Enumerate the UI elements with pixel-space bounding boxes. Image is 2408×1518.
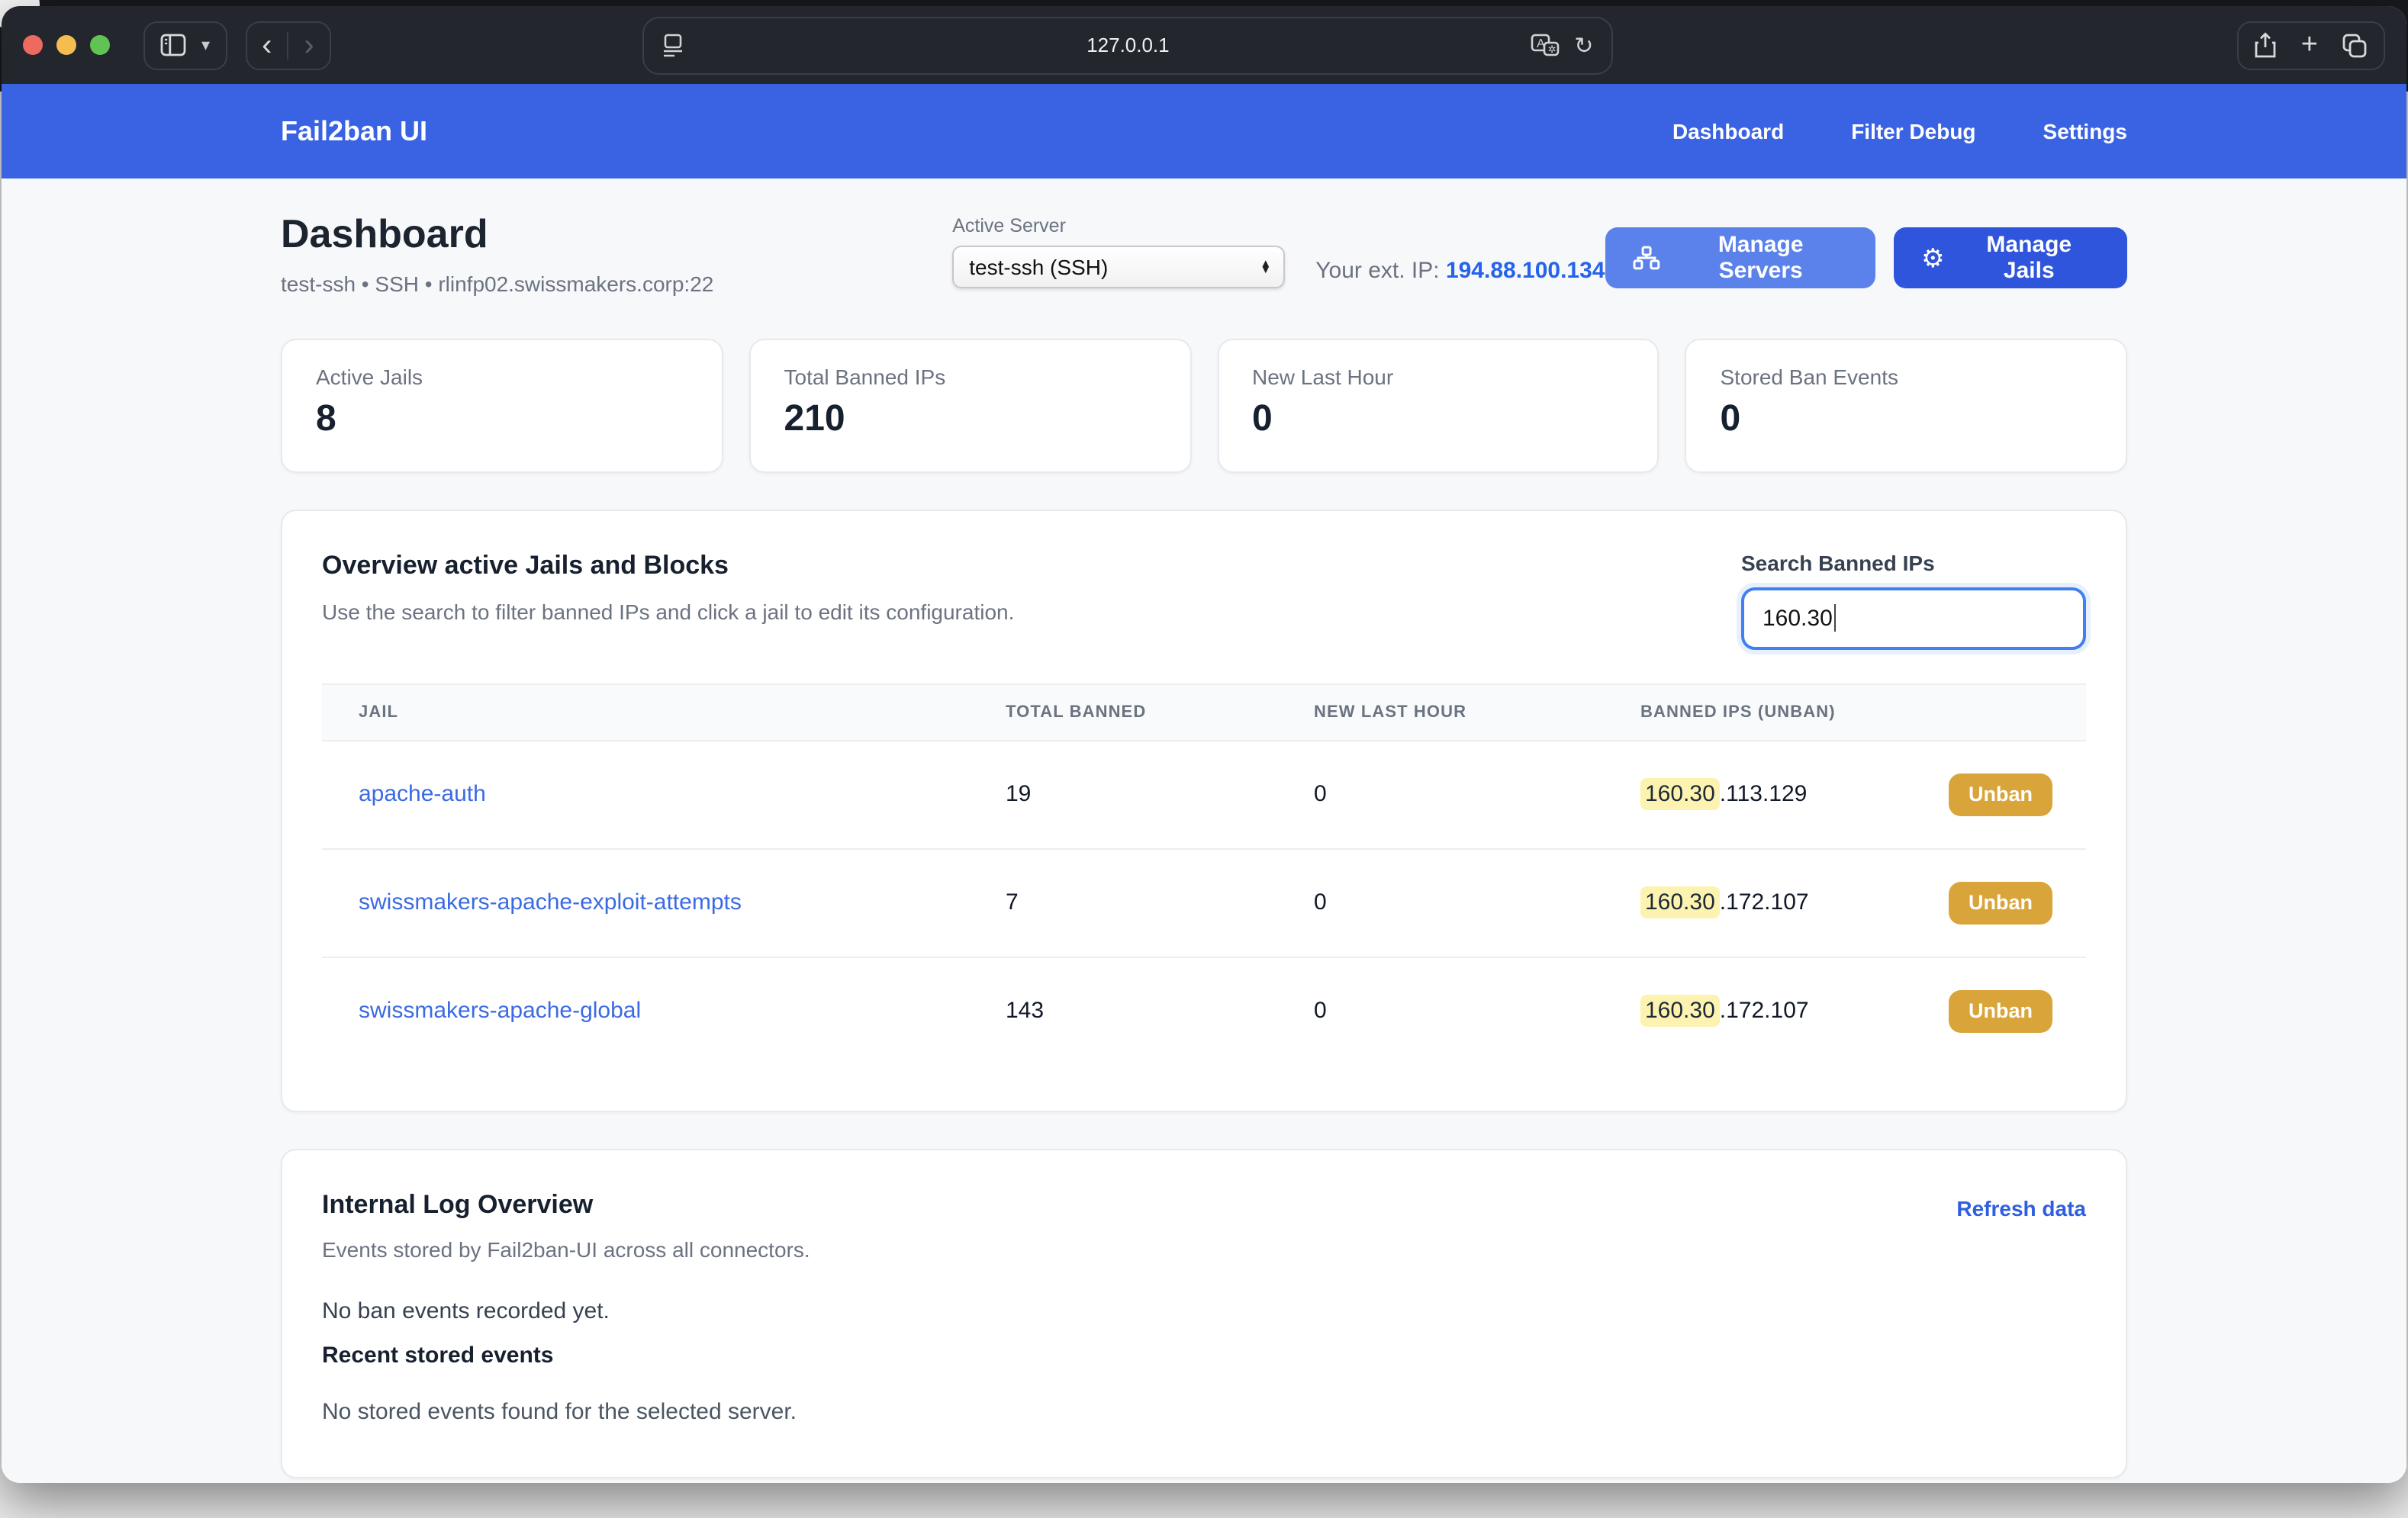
history-nav: ‹ › [245, 21, 331, 69]
stat-value: 210 [784, 397, 845, 439]
ip-rest: .172.107 [1719, 998, 1809, 1024]
column-header-banned-ips: BANNED IPS (UNBAN) [1640, 683, 1949, 741]
share-icon[interactable] [2254, 31, 2277, 59]
external-ip-label: Your ext. IP: [1315, 258, 1440, 284]
jails-table: JAIL TOTAL BANNED NEW LAST HOUR BANNED I… [322, 683, 2086, 1065]
unban-button[interactable]: Unban [1949, 773, 2052, 816]
manage-servers-button[interactable]: Manage Servers [1605, 227, 1876, 288]
tab-overview-icon[interactable] [2342, 33, 2368, 57]
jail-link[interactable]: apache-auth [359, 781, 486, 808]
column-header-total-banned: TOTAL BANNED [1006, 683, 1314, 741]
page-title: Dashboard [281, 211, 488, 256]
minimize-window-button[interactable] [56, 35, 76, 55]
browser-toolbar: ▾ ‹ › 127.0.0.1 [2, 6, 2406, 84]
svg-text:✲: ✲ [1547, 43, 1556, 54]
total-banned-value: 143 [1006, 998, 1045, 1024]
total-banned-value: 19 [1006, 740, 1314, 850]
jail-link[interactable]: swissmakers-apache-global [359, 998, 642, 1024]
no-stored-events-text: No stored events found for the selected … [322, 1398, 797, 1425]
log-title: Internal Log Overview [322, 1189, 594, 1219]
sidebar-toggle[interactable]: ▾ [143, 21, 227, 69]
stat-label: New Last Hour [1252, 364, 1394, 389]
table-row: apache-auth 19 0 160.30.113.129 Unban [322, 740, 2086, 850]
overview-subtitle: Use the search to filter banned IPs and … [322, 599, 1015, 624]
new-last-hour-value: 0 [1314, 998, 1327, 1024]
manage-jails-button[interactable]: ⚙ Manage Jails [1894, 227, 2127, 288]
stat-value: 0 [1252, 397, 1273, 439]
column-header-jail: JAIL [322, 683, 1006, 741]
search-banned-ips-input[interactable]: 160.30 [1741, 587, 2086, 650]
table-row: swissmakers-apache-global 143 0 160.30.1… [322, 957, 2086, 1065]
page-format-icon[interactable] [662, 33, 684, 57]
stat-value: 8 [316, 397, 336, 439]
jail-link[interactable]: swissmakers-apache-exploit-attempts [359, 889, 742, 916]
table-row: swissmakers-apache-exploit-attempts 7 0 … [322, 848, 2086, 958]
ip-highlight: 160.30 [1640, 778, 1720, 811]
unban-button[interactable]: Unban [1949, 989, 2052, 1033]
stat-value: 0 [1720, 397, 1741, 439]
column-header-new-last-hour: NEW LAST HOUR [1314, 683, 1640, 741]
nav-link-filter-debug[interactable]: Filter Debug [1851, 119, 1976, 143]
stat-card-active-jails: Active Jails 8 [281, 338, 723, 473]
chevron-down-icon: ▾ [201, 37, 211, 55]
recent-stored-events-title: Recent stored events [322, 1342, 554, 1368]
sitemap-icon [1632, 246, 1660, 270]
unban-button[interactable]: Unban [1949, 881, 2052, 925]
new-last-hour-value: 0 [1314, 848, 1640, 958]
active-server-value: test-ssh (SSH) [969, 255, 1109, 279]
active-server-label: Active Server [952, 215, 1066, 236]
close-window-button[interactable] [23, 35, 43, 55]
back-button[interactable]: ‹ [262, 28, 272, 62]
manage-jails-label: Manage Jails [1986, 232, 2072, 284]
new-last-hour-value: 0 [1314, 740, 1640, 850]
search-input-value: 160.30 [1763, 605, 1833, 632]
svg-text:A: A [1536, 37, 1544, 50]
zoom-window-button[interactable] [90, 35, 110, 55]
manage-servers-label: Manage Servers [1717, 232, 1804, 284]
ip-highlight: 160.30 [1640, 995, 1720, 1028]
browser-window: ▾ ‹ › 127.0.0.1 [2, 6, 2406, 1483]
text-caret [1833, 604, 1837, 632]
active-server-select[interactable]: test-ssh (SSH) ▲ ▼ [952, 246, 1286, 288]
traffic-lights [23, 35, 110, 55]
external-ip: Your ext. IP: 194.88.100.134 [1315, 258, 1605, 284]
refresh-data-link[interactable]: Refresh data [1956, 1195, 2086, 1221]
stat-card-new-last-hour: New Last Hour 0 [1217, 338, 1660, 473]
toolbar-right-group: + [2236, 21, 2385, 69]
gear-icon: ⚙ [1921, 243, 1945, 272]
stat-label: Active Jails [316, 364, 423, 389]
external-ip-value[interactable]: 194.88.100.134 [1445, 258, 1605, 284]
address-bar[interactable]: 127.0.0.1 A ✲ ↻ [642, 16, 1614, 74]
stat-label: Stored Ban Events [1720, 364, 1899, 389]
app-brand[interactable]: Fail2ban UI [281, 115, 428, 146]
stat-card-stored-ban-events: Stored Ban Events 0 [1685, 338, 2127, 473]
select-arrows-icon: ▲ ▼ [1260, 256, 1272, 276]
stat-label: Total Banned IPs [784, 364, 946, 389]
overview-title: Overview active Jails and Blocks [322, 550, 729, 580]
sidebar-icon [160, 34, 186, 56]
translate-icon[interactable]: A ✲ [1530, 33, 1559, 57]
new-tab-icon[interactable]: + [2300, 29, 2318, 61]
internal-log-card: Internal Log Overview Events stored by F… [281, 1148, 2127, 1478]
divider [287, 31, 289, 59]
page-content: Dashboard test-ssh • SSH • rlinfp02.swis… [2, 178, 2406, 1483]
url-text: 127.0.0.1 [1086, 34, 1170, 56]
app-navbar: Fail2ban UI Dashboard Filter Debug Setti… [2, 84, 2406, 178]
total-banned-value: 7 [1006, 848, 1314, 958]
reload-icon[interactable]: ↻ [1574, 33, 1594, 59]
search-banned-ips-label: Search Banned IPs [1741, 550, 1935, 575]
page-subtitle: test-ssh • SSH • rlinfp02.swissmakers.co… [281, 271, 714, 296]
forward-button[interactable]: › [304, 28, 314, 62]
jails-overview-card: Overview active Jails and Blocks Use the… [281, 509, 2127, 1112]
nav-link-dashboard[interactable]: Dashboard [1672, 119, 1785, 143]
stat-card-total-banned: Total Banned IPs 210 [748, 338, 1191, 473]
ip-highlight: 160.30 [1640, 886, 1720, 919]
ip-rest: .172.107 [1719, 889, 1809, 916]
ip-rest: .113.129 [1719, 781, 1808, 808]
nav-link-settings[interactable]: Settings [2043, 119, 2127, 143]
no-ban-events-text: No ban events recorded yet. [322, 1298, 610, 1324]
log-subtitle: Events stored by Fail2ban-UI across all … [322, 1237, 810, 1262]
